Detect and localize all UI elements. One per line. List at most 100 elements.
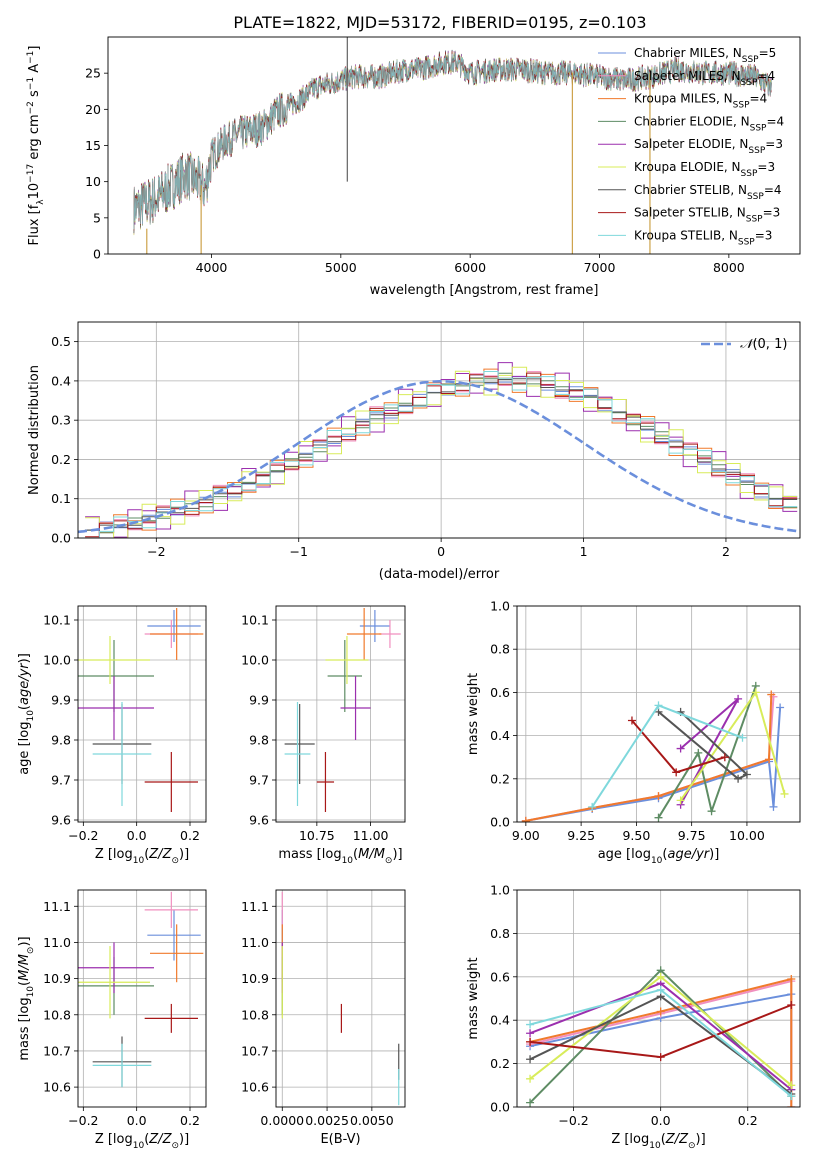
axes-residuals: −2 −1 0 1 2 0.0 0.1 0.2 0.3 0.4 0.5 xyxy=(51,322,800,559)
z_age-frame xyxy=(77,605,207,823)
tick-label-y: 10.0 xyxy=(43,653,71,668)
label-part: ( xyxy=(144,847,149,862)
plus-marker xyxy=(526,1037,535,1046)
label-part: λ xyxy=(36,199,46,205)
label-part: SSP xyxy=(746,215,763,225)
tick-label-y: 0.6 xyxy=(490,969,510,984)
tick-label-y: 9.9 xyxy=(249,693,269,708)
label-part: age [log xyxy=(17,722,32,775)
label-part: ( xyxy=(17,705,32,710)
tick-label-y: 10.8 xyxy=(241,1007,269,1022)
axes-mass_weight_z: −0.2 0.0 0.2 0.0 0.2 0.4 0.6 0.8 1.0 xyxy=(490,883,800,1128)
label-part: −1 xyxy=(26,77,36,90)
label-part: Salpeter STELIB, N xyxy=(634,206,746,220)
label-part: Chabrier STELIB, N xyxy=(634,183,747,197)
label-part: ⊙ xyxy=(688,1141,696,1151)
tick-label-x: −0.2 xyxy=(68,828,98,843)
label-part: 10 xyxy=(26,986,36,998)
plus-marker xyxy=(738,733,747,742)
label-part: Salpeter ELODIE, N xyxy=(634,137,748,151)
errorbars-ebv_mass xyxy=(281,891,400,1106)
x-axis-label: mass [log10(M/M⊙)] xyxy=(278,847,402,866)
plus-marker xyxy=(787,1103,796,1107)
plus-marker xyxy=(734,694,743,703)
label-part: )] xyxy=(696,1132,706,1147)
tick-label-y: 9.8 xyxy=(249,733,269,748)
plus-marker xyxy=(656,985,665,994)
label-part: ( xyxy=(353,847,358,862)
label-part: A xyxy=(27,64,42,77)
plus-marker xyxy=(526,1029,535,1038)
lines-mass_weight_age xyxy=(521,681,789,822)
label-part: SSP xyxy=(750,123,767,133)
plus-marker xyxy=(780,789,789,798)
legend-entry: Salpeter STELIB, NSSP=3 xyxy=(634,206,780,225)
tick-label-x: 9.00 xyxy=(512,828,540,843)
mass-weight-line xyxy=(591,704,743,808)
label-part: SSP xyxy=(748,146,765,156)
tick-label-y: 10.8 xyxy=(43,1007,71,1022)
plus-marker xyxy=(526,1098,535,1107)
y-axis-label: mass weight xyxy=(466,957,481,1039)
label-part: Kroupa MILES, N xyxy=(634,92,733,106)
plus-marker xyxy=(588,802,597,811)
tick-label-y: 9.6 xyxy=(249,813,269,828)
tick-label-x: 0.2 xyxy=(180,1113,200,1128)
label-part: ⊙ xyxy=(385,856,393,866)
plus-marker xyxy=(787,1081,796,1090)
label-part: =3 xyxy=(763,206,781,220)
x-axis-label: E(B-V) xyxy=(320,1132,360,1147)
errorbars-mass_age xyxy=(284,608,401,812)
tick-label-y: 0.2 xyxy=(490,771,510,786)
legend-entry: Kroupa ELODIE, NSSP=3 xyxy=(634,160,775,179)
tick-label-y: 9.7 xyxy=(249,773,269,788)
label-part: (0, 1) xyxy=(752,337,787,352)
tick-label-x: 4000 xyxy=(196,260,228,275)
label-part: ( xyxy=(144,1132,149,1147)
errorbars-z_mass xyxy=(78,891,204,1088)
label-part: =4 xyxy=(766,114,784,128)
axes-z_mass: −0.2 0.0 0.2 10.6 10.7 10.8 10.9 11.0 11.1 xyxy=(43,890,206,1128)
label-part: ] xyxy=(27,46,42,51)
plus-marker xyxy=(765,755,774,764)
mass_weight_age-frame xyxy=(516,605,801,823)
label-part: 10 xyxy=(133,856,145,866)
x-axis-label: Z [log10(Z/Z⊙)] xyxy=(95,847,189,866)
tick-label-x: 9.50 xyxy=(622,828,650,843)
tick-label-y: 9.6 xyxy=(51,813,71,828)
tick-label-x: −2 xyxy=(147,544,165,559)
label-part: s xyxy=(27,90,42,101)
label-part: =5 xyxy=(759,46,777,60)
x-axis-label: Z [log10(Z/Z⊙)] xyxy=(611,1132,705,1151)
normal-curve xyxy=(78,380,799,534)
tick-label-x: 0.0 xyxy=(127,828,147,843)
label-part: 10 xyxy=(27,183,42,200)
tick-label-y: 0.8 xyxy=(490,642,510,657)
mass_weight_z-frame xyxy=(516,889,801,1108)
plus-marker xyxy=(672,768,681,777)
y-axis-label: age [log10(age/yr)] xyxy=(17,653,36,775)
legend-entry: 𝒩(0, 1) xyxy=(740,337,787,352)
plus-marker xyxy=(767,690,776,699)
spectrum-series-line xyxy=(133,52,772,230)
plus-marker xyxy=(787,1001,796,1010)
plus-marker xyxy=(627,716,636,725)
tick-label-y: 0.2 xyxy=(490,1056,510,1071)
label-part: =3 xyxy=(765,137,783,151)
tick-label-y: 9.9 xyxy=(51,693,71,708)
tick-label-x: 2 xyxy=(722,544,730,559)
label-part: Z [log xyxy=(95,847,133,862)
tick-label-y: 10.1 xyxy=(43,613,71,628)
label-part: Chabrier ELODIE, N xyxy=(634,114,750,128)
label-part: Chabrier MILES, N xyxy=(634,46,742,60)
legend-entry: Salpeter MILES, NSSP=4 xyxy=(634,69,775,88)
label-part: ( xyxy=(662,847,667,862)
plus-marker xyxy=(654,792,663,801)
residuals-frame xyxy=(77,321,801,539)
label-part: SSP xyxy=(733,101,750,111)
tick-label-y: 10.7 xyxy=(43,1043,71,1058)
label-part: SSP xyxy=(747,192,764,202)
label-part: ⊙ xyxy=(171,856,179,866)
tick-label-y: 0.0 xyxy=(490,815,510,830)
